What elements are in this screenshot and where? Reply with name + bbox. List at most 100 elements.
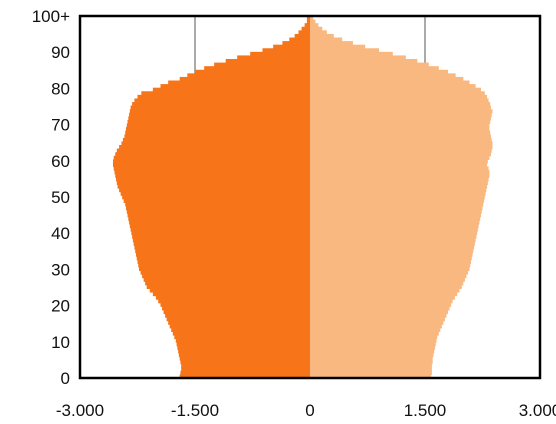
right-bar-age-40 [310,231,478,236]
right-bar-age-46 [310,209,482,214]
right-bar-age-100 [310,16,314,21]
right-bar-age-63 [310,148,492,153]
left-bar-age-73 [129,112,310,117]
left-bar-age-25 [146,284,310,289]
left-bar-age-89 [237,55,310,60]
right-bar-age-62 [310,152,491,157]
left-bar-age-20 [160,302,310,307]
y-tick-label-100: 100+ [32,7,70,26]
right-bar-age-89 [310,55,406,60]
left-bar-age-67 [124,134,310,139]
right-bar-age-8 [310,345,435,350]
right-bar-age-28 [310,274,467,279]
left-bar-age-60 [112,159,310,164]
right-bar-age-83 [310,76,464,82]
left-bar-age-34 [135,252,310,257]
left-bar-age-69 [126,127,310,132]
x-tick-label-1500: 1.500 [404,401,447,420]
right-bar-age-70 [310,123,490,128]
right-bar-age-34 [310,252,473,257]
right-bar-age-92 [310,44,366,49]
left-bar-age-21 [158,299,310,304]
right-bar-age-71 [310,119,491,125]
left-bar-age-10 [175,338,310,343]
right-bar-age-76 [310,102,491,107]
left-bar-age-38 [132,238,310,243]
right-bar-age-72 [310,116,491,121]
left-bar-age-96 [298,30,310,35]
right-bar-age-25 [310,284,462,289]
right-bar-age-0 [310,374,432,379]
right-bar-age-10 [310,338,437,343]
right-bar-age-13 [310,327,441,332]
left-bar-age-65 [121,141,311,146]
right-bar-age-77 [310,98,489,103]
left-bar-age-46 [126,209,311,214]
left-bar-age-63 [116,148,310,153]
right-bar-age-61 [310,155,490,160]
x-tick-label--1500: -1.500 [171,401,219,420]
left-bar-age-47 [126,205,310,211]
right-bar-age-18 [310,309,448,315]
right-bar-age-24 [310,288,460,293]
right-bar-age-85 [310,69,448,74]
right-bar-age-79 [310,91,485,96]
right-bar-age-57 [310,170,490,175]
right-bar-age-20 [310,302,452,307]
left-bar-age-40 [131,231,310,236]
left-bar-age-87 [214,62,310,67]
right-bar-age-6 [310,352,434,358]
left-bar-age-72 [128,116,310,121]
right-bar-age-75 [310,105,491,110]
left-bar-age-1 [180,370,310,376]
left-bar-age-53 [117,184,310,189]
x-tick-label-3000: 3.000 [519,401,556,420]
left-bar-age-33 [136,256,310,261]
right-bar-age-19 [310,306,450,311]
right-bar-age-15 [310,320,444,325]
left-bar-age-94 [289,37,310,42]
left-bar-age-64 [119,145,310,150]
left-bar-age-15 [168,320,310,325]
left-bar-age-19 [162,306,310,311]
right-bar-age-44 [310,216,481,221]
x-tick-label-0: 0 [305,401,314,420]
left-bar-age-42 [129,223,310,229]
right-bar-age-31 [310,263,471,268]
right-bar-age-33 [310,256,472,261]
right-bar-age-88 [310,59,418,64]
right-bar-age-49 [310,198,485,203]
right-bar-age-84 [310,73,456,78]
right-bar-age-95 [310,33,334,39]
left-bar-age-99 [306,19,310,24]
left-bar-age-27 [143,277,310,282]
left-bar-age-22 [155,295,310,300]
right-bar-age-39 [310,234,477,239]
left-bar-age-83 [179,76,310,82]
right-bar-age-37 [310,241,475,246]
right-bar-age-80 [310,87,481,92]
right-bar-age-32 [310,259,471,264]
y-tick-label-60: 60 [51,152,70,171]
right-bar-age-60 [310,159,488,164]
right-bar-age-12 [310,331,439,336]
left-bar-age-12 [172,331,310,336]
left-bar-age-86 [204,66,310,71]
right-bar-age-9 [310,342,436,347]
right-bar-age-7 [310,349,435,354]
left-bar-age-91 [262,48,310,53]
left-bar-age-3 [181,363,310,368]
left-bar-age-80 [152,87,310,92]
right-bar-age-93 [310,41,353,46]
right-bar-age-26 [310,281,464,286]
left-bar-age-92 [273,44,310,49]
right-bar-age-21 [310,299,453,304]
left-bar-age-79 [141,91,310,96]
right-bar-age-66 [310,137,492,143]
right-bar-age-42 [310,223,479,229]
right-bar-age-96 [310,30,327,35]
left-bar-age-85 [195,69,310,74]
left-bar-age-61 [113,155,310,160]
left-bar-age-90 [250,51,310,57]
